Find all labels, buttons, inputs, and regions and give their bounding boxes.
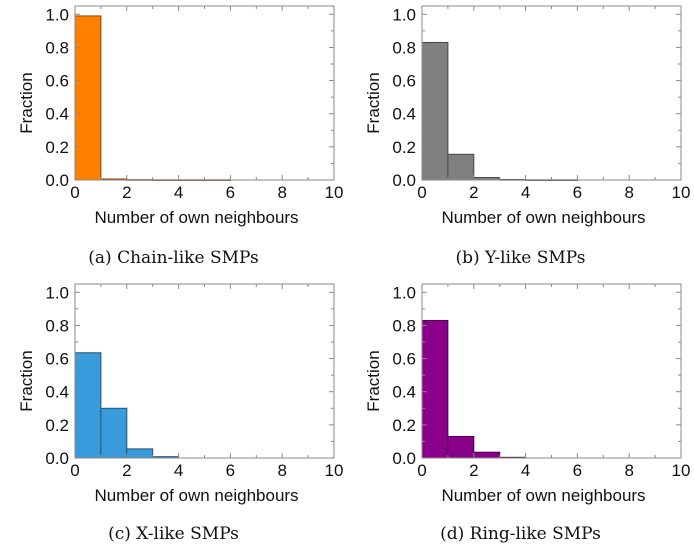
x-tick-label: 4 <box>521 461 530 480</box>
y-tick-label: 0.8 <box>45 38 69 57</box>
x-axis-label: Number of own neighbours <box>441 208 645 227</box>
plot-frame <box>421 283 682 459</box>
y-tick-label: 0.8 <box>392 38 416 57</box>
y-tick-label: 0.4 <box>45 105 69 124</box>
panel-x: 0.0 0.2 0.4 0.6 0.8 1.0 0 2 4 6 8 10 Number of own n… <box>0 278 347 556</box>
y-tick-label: 0.2 <box>45 416 69 435</box>
y-tick-label: 0.0 <box>45 171 69 190</box>
bar-2 <box>473 451 501 459</box>
x-tick-label: 2 <box>122 183 131 202</box>
x-axis-label: Number of own neighbours <box>94 486 298 505</box>
y-tick-label: 0.4 <box>392 383 416 402</box>
caption-y: (b) Y-like SMPs <box>455 248 586 268</box>
x-axis-label: Number of own neighbours <box>94 208 298 227</box>
y-tick-label: 0.6 <box>45 350 69 369</box>
x-tick-label: 4 <box>521 183 530 202</box>
x-tick-label: 0 <box>417 461 426 480</box>
histogram-y: 0.0 0.2 0.4 0.6 0.8 1.0 0 2 4 6 8 10 Number of own n… <box>364 5 691 227</box>
x-tick-label: 6 <box>573 183 582 202</box>
x-tick-label: 10 <box>672 183 691 202</box>
y-tick-label: 0.0 <box>45 449 69 468</box>
y-tick-label: 1.0 <box>392 283 416 302</box>
y-tick-label: 0.6 <box>392 72 416 91</box>
bar-1 <box>447 435 475 459</box>
x-tick-label: 4 <box>174 461 183 480</box>
panel-chain: 0.0 0.2 0.4 0.6 0.8 1.0 0 2 4 6 8 10 Number of own n… <box>0 0 347 278</box>
y-tick-label: 0.2 <box>392 138 416 157</box>
caption-chain: (a) Chain-like SMPs <box>88 248 259 268</box>
x-tick-label: 8 <box>624 461 633 480</box>
x-tick-label: 6 <box>226 461 235 480</box>
histogram-chain: 0.0 0.2 0.4 0.6 0.8 1.0 0 2 4 6 8 10 Number of own n… <box>17 5 344 227</box>
y-tick-label: 0.6 <box>45 72 69 91</box>
bar-0 <box>74 15 102 181</box>
x-tick-label: 6 <box>226 183 235 202</box>
bar-1 <box>447 153 475 181</box>
y-axis-label: Fraction <box>17 350 36 411</box>
x-tick-label: 10 <box>325 183 344 202</box>
x-tick-label: 6 <box>573 461 582 480</box>
panel-ring: 0.0 0.2 0.4 0.6 0.8 1.0 0 2 4 6 8 10 Number of own n… <box>347 278 694 556</box>
x-tick-label: 10 <box>672 461 691 480</box>
y-tick-label: 0.0 <box>392 171 416 190</box>
caption-ring: (d) Ring-like SMPs <box>440 524 601 544</box>
y-tick-label: 0.8 <box>45 316 69 335</box>
bar-1 <box>100 407 128 459</box>
bar-0 <box>421 319 449 459</box>
x-tick-label: 2 <box>469 183 478 202</box>
x-tick-label: 8 <box>277 461 286 480</box>
panel-y: 0.0 0.2 0.4 0.6 0.8 1.0 0 2 4 6 8 10 Number of own n… <box>347 0 694 278</box>
bar-2 <box>126 448 154 459</box>
x-tick-label: 0 <box>417 183 426 202</box>
y-tick-label: 1.0 <box>392 5 416 24</box>
y-tick-label: 0.2 <box>392 416 416 435</box>
y-tick-label: 0.8 <box>392 316 416 335</box>
x-tick-label: 0 <box>70 461 79 480</box>
y-axis-label: Fraction <box>364 350 383 411</box>
x-axis-label: Number of own neighbours <box>441 486 645 505</box>
y-tick-label: 0.0 <box>392 449 416 468</box>
bar-0 <box>421 41 449 181</box>
x-tick-label: 4 <box>174 183 183 202</box>
y-tick-label: 0.4 <box>45 383 69 402</box>
histogram-x: 0.0 0.2 0.4 0.6 0.8 1.0 0 2 4 6 8 10 Number of own n… <box>17 283 344 505</box>
x-tick-label: 10 <box>325 461 344 480</box>
x-tick-label: 2 <box>469 461 478 480</box>
bar-0 <box>74 352 102 459</box>
plot-frame <box>74 5 335 181</box>
caption-x: (c) X-like SMPs <box>108 524 239 544</box>
y-axis-label: Fraction <box>364 72 383 133</box>
histogram-ring: 0.0 0.2 0.4 0.6 0.8 1.0 0 2 4 6 8 10 Number of own n… <box>364 283 691 505</box>
x-tick-label: 8 <box>277 183 286 202</box>
x-tick-label: 2 <box>122 461 131 480</box>
y-axis-label: Fraction <box>17 72 36 133</box>
y-tick-label: 1.0 <box>45 5 69 24</box>
x-tick-label: 0 <box>70 183 79 202</box>
x-tick-label: 8 <box>624 183 633 202</box>
y-tick-label: 0.2 <box>45 138 69 157</box>
y-tick-label: 0.6 <box>392 350 416 369</box>
y-tick-label: 0.4 <box>392 105 416 124</box>
y-tick-label: 1.0 <box>45 283 69 302</box>
